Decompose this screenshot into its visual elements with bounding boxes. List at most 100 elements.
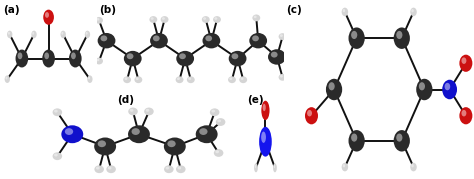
Circle shape (176, 76, 183, 83)
Circle shape (280, 75, 283, 78)
Circle shape (214, 17, 217, 20)
Circle shape (326, 79, 342, 100)
Circle shape (343, 164, 345, 167)
Circle shape (167, 140, 176, 147)
Circle shape (45, 12, 49, 18)
Circle shape (146, 109, 149, 112)
Circle shape (393, 130, 410, 152)
Circle shape (176, 51, 194, 66)
Circle shape (61, 32, 64, 35)
Circle shape (149, 16, 157, 23)
Circle shape (128, 108, 138, 115)
Text: (a): (a) (3, 5, 19, 15)
Circle shape (128, 125, 150, 143)
Circle shape (396, 31, 402, 39)
Circle shape (342, 163, 348, 171)
Circle shape (31, 31, 36, 38)
Circle shape (305, 107, 318, 124)
Circle shape (53, 108, 62, 116)
Circle shape (216, 118, 225, 126)
Circle shape (61, 125, 83, 143)
Circle shape (61, 31, 66, 38)
Circle shape (94, 137, 116, 155)
Circle shape (459, 107, 473, 124)
Circle shape (393, 27, 410, 49)
Circle shape (179, 53, 186, 59)
Circle shape (259, 127, 272, 157)
Circle shape (279, 74, 286, 81)
Circle shape (228, 76, 236, 83)
Circle shape (442, 80, 457, 99)
Circle shape (164, 165, 173, 173)
Circle shape (178, 167, 181, 170)
Circle shape (8, 32, 10, 35)
Text: (b): (b) (99, 5, 116, 15)
Circle shape (271, 52, 278, 58)
Circle shape (188, 77, 191, 80)
Circle shape (307, 110, 312, 117)
Circle shape (411, 164, 414, 167)
Circle shape (124, 51, 142, 66)
Circle shape (203, 17, 206, 20)
Circle shape (32, 32, 34, 35)
Circle shape (280, 34, 283, 37)
Circle shape (98, 140, 106, 147)
Circle shape (229, 77, 232, 80)
Circle shape (87, 75, 92, 83)
Circle shape (85, 31, 90, 38)
Circle shape (153, 35, 160, 41)
Circle shape (261, 101, 270, 120)
Circle shape (162, 17, 165, 20)
Circle shape (43, 10, 54, 25)
Circle shape (123, 76, 131, 83)
Circle shape (445, 83, 450, 90)
Circle shape (127, 53, 134, 59)
Circle shape (88, 77, 90, 79)
Circle shape (410, 8, 417, 16)
Circle shape (218, 119, 221, 122)
Circle shape (125, 77, 128, 80)
Circle shape (16, 50, 28, 67)
Circle shape (261, 132, 266, 143)
Circle shape (86, 32, 88, 35)
Circle shape (100, 35, 107, 41)
Circle shape (176, 165, 185, 173)
Circle shape (254, 16, 256, 18)
Circle shape (279, 33, 286, 40)
Circle shape (95, 58, 103, 64)
Circle shape (177, 77, 180, 80)
Circle shape (108, 167, 111, 170)
Circle shape (343, 9, 345, 12)
Circle shape (254, 163, 258, 172)
Circle shape (131, 128, 140, 135)
Text: (d): (d) (117, 95, 134, 105)
Circle shape (98, 33, 116, 48)
Circle shape (273, 165, 275, 168)
Circle shape (211, 110, 215, 113)
Circle shape (187, 76, 195, 83)
Circle shape (5, 75, 10, 83)
Circle shape (65, 128, 73, 135)
Circle shape (136, 77, 139, 80)
Circle shape (44, 52, 49, 59)
Circle shape (202, 16, 210, 23)
Circle shape (351, 134, 357, 142)
Circle shape (263, 104, 266, 111)
Circle shape (151, 17, 154, 20)
Circle shape (202, 33, 220, 48)
Circle shape (213, 16, 221, 23)
Circle shape (95, 17, 103, 24)
Circle shape (54, 154, 58, 156)
Circle shape (416, 79, 432, 100)
Circle shape (18, 52, 22, 59)
Circle shape (342, 8, 348, 16)
Circle shape (106, 165, 116, 173)
Circle shape (240, 77, 244, 80)
Circle shape (459, 55, 473, 72)
Circle shape (249, 33, 267, 48)
Circle shape (135, 76, 142, 83)
Circle shape (252, 35, 259, 41)
Circle shape (196, 125, 218, 143)
Circle shape (255, 165, 256, 168)
Circle shape (410, 163, 417, 171)
